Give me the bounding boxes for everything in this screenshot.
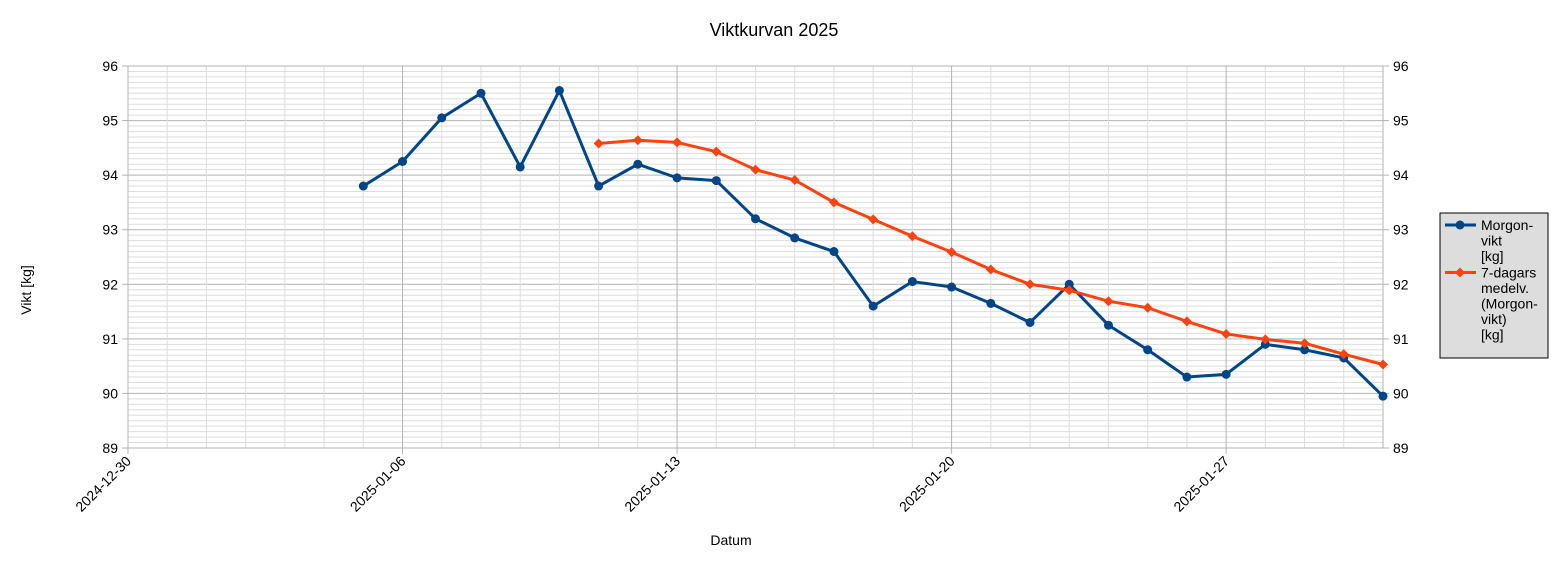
y-tick-label: 95	[102, 113, 118, 129]
data-point	[1378, 391, 1388, 401]
data-point	[829, 247, 839, 257]
series-layer	[358, 86, 1388, 401]
data-point	[437, 113, 447, 123]
data-point	[1025, 279, 1036, 290]
y-tick-label: 93	[1393, 222, 1409, 238]
legend: Morgon-vikt[kg]7-dagarsmedelv.(Morgon-vi…	[1439, 212, 1549, 359]
legend-label-line: [kg]	[1481, 327, 1504, 343]
y-tick-label: 95	[1393, 113, 1409, 129]
data-point	[594, 181, 604, 191]
data-point	[672, 173, 682, 183]
data-point	[515, 162, 525, 172]
data-point	[1299, 338, 1310, 349]
data-point	[828, 197, 839, 208]
data-point	[1064, 285, 1075, 296]
data-point	[1142, 302, 1153, 313]
data-point	[790, 233, 800, 243]
legend-box	[1439, 212, 1549, 359]
data-point	[711, 146, 722, 157]
x-tick-label: 2025-01-13	[621, 453, 683, 515]
legend-swatch-marker	[1455, 267, 1465, 278]
data-point	[633, 159, 643, 169]
data-point	[789, 175, 800, 186]
y-axis-left-ticks: 89 90 91 92 93 94 95 96	[102, 58, 128, 456]
data-point	[398, 157, 408, 166]
data-point	[593, 138, 604, 149]
y-tick-label: 91	[1393, 331, 1409, 347]
data-point	[1300, 345, 1310, 355]
legend-swatch-marker	[1455, 220, 1465, 230]
plot-border	[127, 65, 1384, 449]
data-point	[868, 214, 879, 225]
plot-grid	[127, 65, 1384, 449]
data-point	[946, 247, 957, 258]
data-point	[1260, 334, 1271, 345]
legend-label-line: 7-dagars	[1481, 265, 1536, 281]
legend-label-line: vikt)	[1481, 311, 1507, 327]
data-point	[711, 176, 721, 186]
legend-label-line: [kg]	[1481, 248, 1504, 264]
data-point	[986, 298, 996, 308]
data-point	[476, 88, 486, 98]
y-tick-label: 90	[102, 385, 118, 401]
data-point	[1221, 369, 1231, 379]
chart-title: Viktkurvan 2025	[710, 20, 839, 40]
legend-label-line: vikt	[1481, 233, 1502, 249]
data-point	[632, 135, 643, 146]
y-tick-label: 92	[102, 276, 118, 292]
data-point	[907, 231, 918, 242]
data-point	[985, 264, 996, 275]
y-tick-label: 94	[1393, 167, 1409, 183]
data-point	[907, 277, 917, 287]
data-point	[1103, 320, 1113, 330]
y-tick-label: 96	[1393, 58, 1409, 74]
x-axis-ticks: 2024-12-30 2025-01-06 2025-01-13 2025-01-20…	[72, 448, 1232, 515]
data-point	[750, 164, 761, 175]
y-tick-label: 94	[102, 167, 118, 183]
data-point	[868, 301, 878, 311]
data-point	[358, 181, 368, 191]
data-point	[1103, 296, 1114, 307]
data-point	[1143, 345, 1153, 355]
y-tick-label: 91	[102, 331, 118, 347]
data-point	[751, 214, 760, 224]
plot-frame	[127, 65, 1384, 449]
x-tick-label: 2025-01-27	[1170, 453, 1232, 515]
y-tick-label: 89	[102, 440, 118, 456]
y-tick-label: 90	[1393, 385, 1409, 401]
data-point	[672, 137, 683, 148]
legend-label-line: Morgon-	[1481, 217, 1533, 233]
y-tick-label: 92	[1393, 276, 1409, 292]
data-point	[1378, 359, 1388, 370]
x-tick-label: 2024-12-30	[72, 453, 134, 515]
y-tick-label: 96	[102, 58, 118, 74]
series-1	[358, 86, 1388, 401]
data-point	[1064, 279, 1074, 289]
data-point	[1338, 349, 1349, 360]
y-tick-label: 93	[102, 222, 118, 238]
data-point	[554, 86, 564, 96]
y-tick-label: 89	[1393, 440, 1409, 456]
data-point	[1181, 316, 1192, 327]
data-point	[947, 282, 957, 292]
x-axis-title: Datum	[710, 532, 751, 548]
series-2	[593, 135, 1388, 370]
data-point	[1182, 372, 1192, 382]
data-point	[1221, 328, 1232, 339]
y-axis-title: Vikt [kg]	[18, 265, 34, 315]
legend-label-line: (Morgon-	[1481, 296, 1538, 312]
legend-label-line: medelv.	[1481, 280, 1529, 296]
x-tick-label: 2025-01-20	[896, 453, 958, 515]
y-axis-right-ticks: 89 90 91 92 93 94 95 96	[1383, 58, 1409, 456]
x-tick-label: 2025-01-06	[347, 453, 409, 515]
data-point	[1025, 317, 1035, 327]
